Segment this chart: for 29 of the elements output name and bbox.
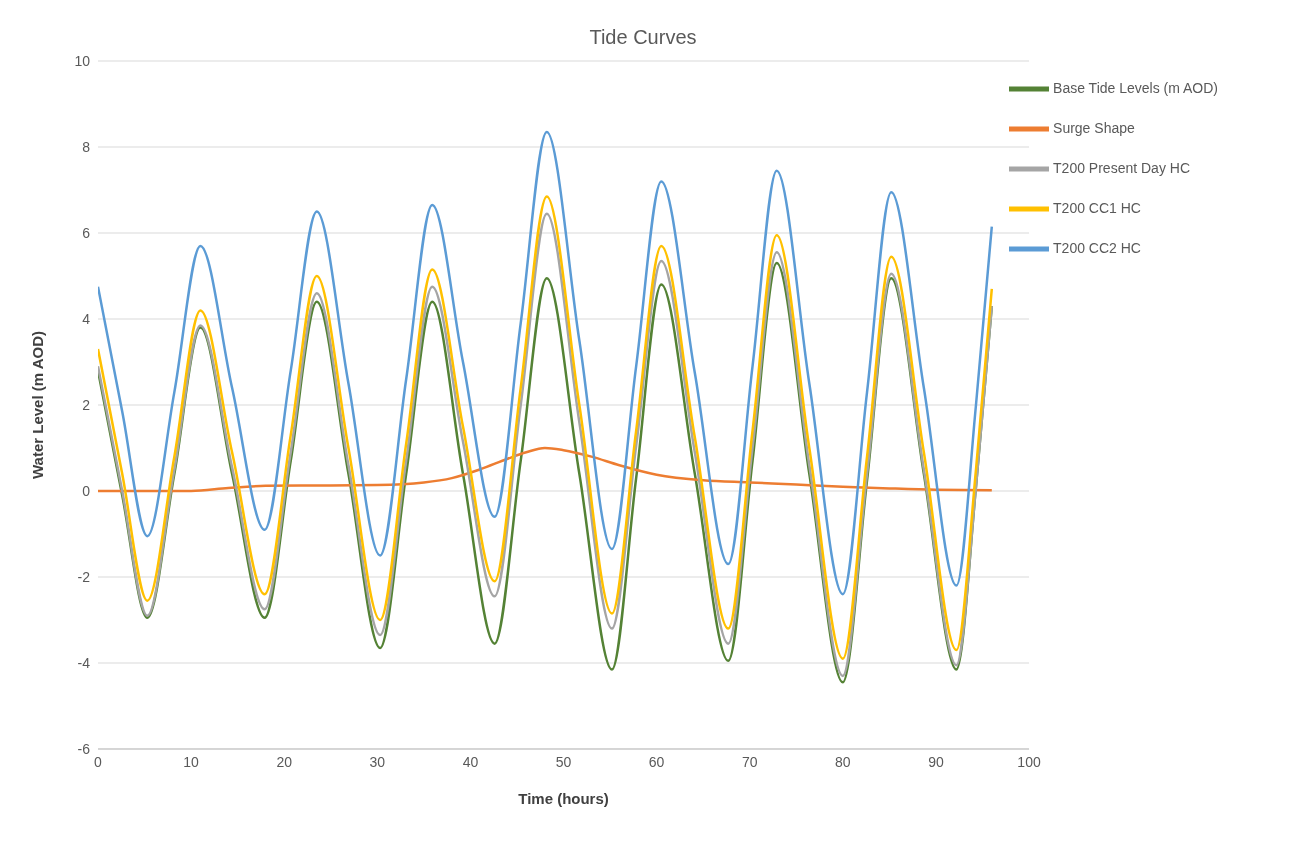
x-tick-label: 20 <box>276 753 293 770</box>
x-tick-label: 30 <box>369 753 386 770</box>
x-tick-label: 40 <box>462 753 479 770</box>
y-tick-label: 0 <box>82 482 91 499</box>
x-tick-label: 70 <box>741 753 758 770</box>
legend-label: Base Tide Levels (m AOD) <box>1053 79 1218 96</box>
y-tick-label: 4 <box>82 310 91 327</box>
y-tick-label: -6 <box>77 740 91 757</box>
y-tick-label: 2 <box>82 396 91 413</box>
y-tick-label: -4 <box>77 654 91 671</box>
x-tick-label: 100 <box>1017 753 1041 770</box>
legend-label: T200 CC1 HC <box>1053 199 1141 216</box>
y-tick-label: 6 <box>82 224 91 241</box>
x-tick-label: 60 <box>648 753 665 770</box>
x-tick-label: 80 <box>835 753 851 770</box>
x-tick-label: 0 <box>94 753 103 770</box>
x-tick-label: 90 <box>928 753 944 770</box>
y-tick-label: -2 <box>77 568 91 585</box>
legend-label: Surge Shape <box>1053 119 1135 136</box>
x-tick-label: 50 <box>555 753 572 770</box>
x-axis-title: Time (hours) <box>518 790 609 807</box>
y-tick-label: 8 <box>82 138 91 155</box>
legend-label: T200 Present Day HC <box>1053 159 1190 176</box>
x-tick-label: 10 <box>183 753 200 770</box>
y-axis-title: Water Level (m AOD) <box>29 330 47 480</box>
legend-label: T200 CC2 HC <box>1053 239 1141 256</box>
line-series <box>98 130 994 596</box>
y-tick-label: 10 <box>74 52 91 69</box>
chart-title: Tide Curves <box>588 25 698 49</box>
